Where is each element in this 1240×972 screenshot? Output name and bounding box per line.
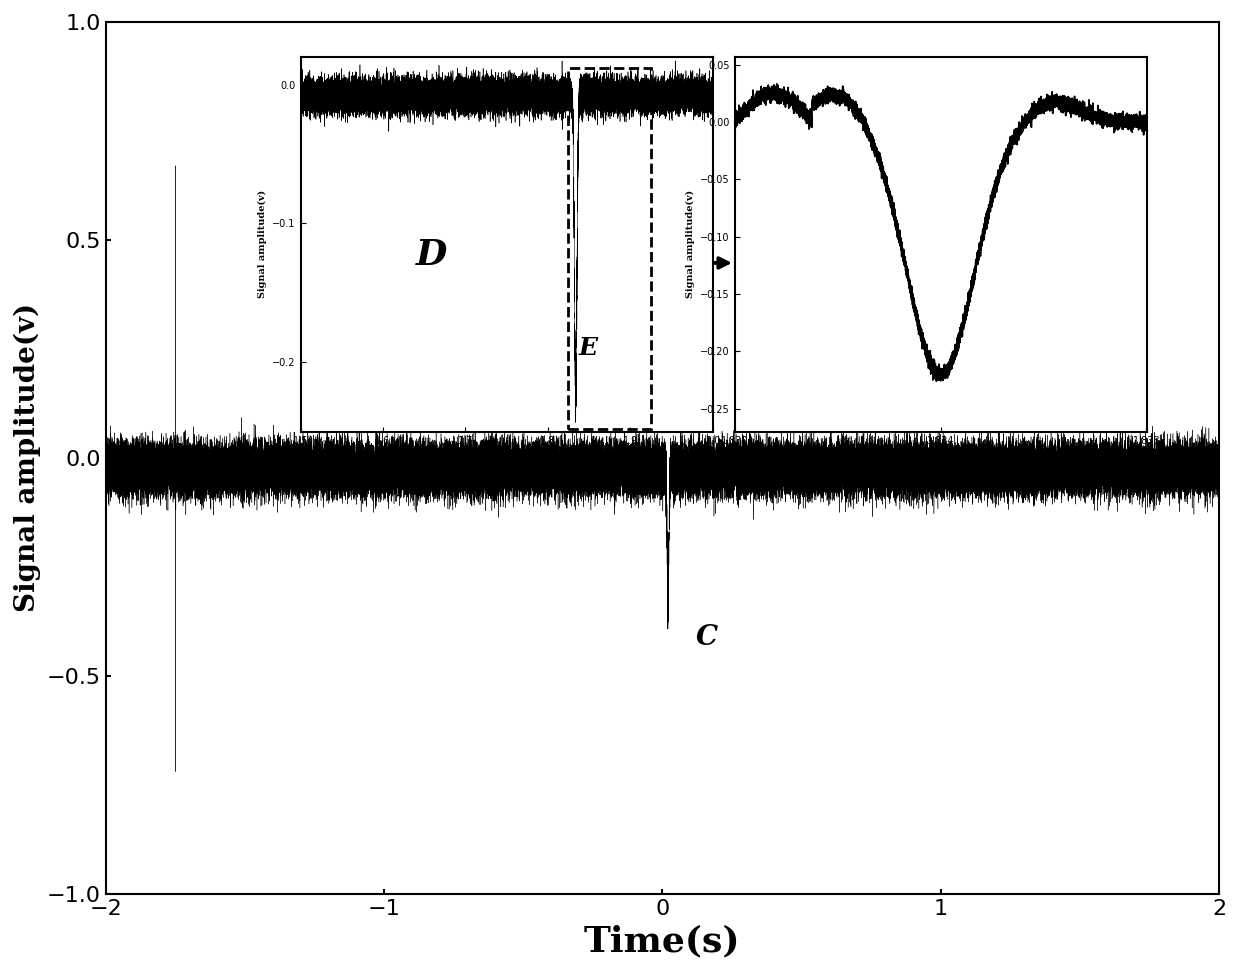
Text: C: C <box>696 624 718 651</box>
Y-axis label: Signal amplitude(v): Signal amplitude(v) <box>14 303 41 612</box>
X-axis label: Time(s): Time(s) <box>584 924 740 958</box>
